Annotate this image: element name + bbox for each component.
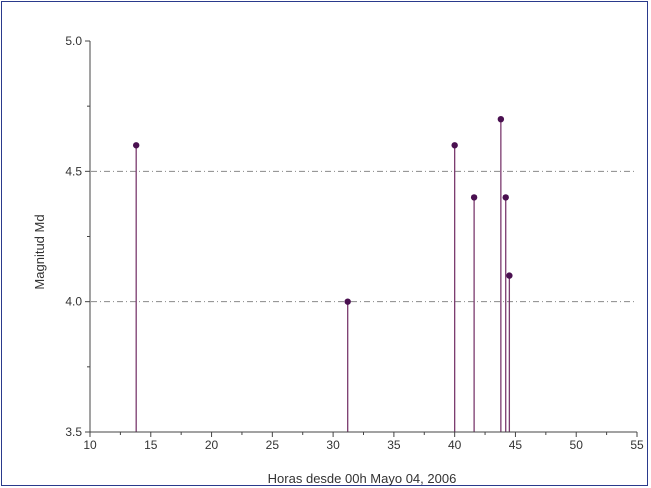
x-tick-label: 30 xyxy=(326,438,340,452)
y-tick-label: 4.0 xyxy=(65,295,82,309)
y-tick-label: 4.5 xyxy=(65,164,82,178)
data-point xyxy=(451,142,458,149)
data-point xyxy=(132,142,140,149)
markers xyxy=(132,116,513,305)
data-point xyxy=(502,194,509,201)
reference-lines xyxy=(91,170,637,303)
data-point xyxy=(497,116,505,123)
data-point xyxy=(344,298,351,305)
y-axis-label: Magnitud Md xyxy=(32,214,47,289)
y-tick-label: 5.0 xyxy=(65,34,82,48)
x-tick-label: 25 xyxy=(266,438,280,452)
tick-labels: 10 15 20 25 30 35 40 45 50 55 3.5 4.0 4.5 5.0 xyxy=(65,34,644,452)
x-tick-label: 35 xyxy=(387,438,401,452)
x-tick-label: 15 xyxy=(144,438,158,452)
stems xyxy=(135,119,511,432)
x-tick-label: 10 xyxy=(83,438,97,452)
axes xyxy=(85,40,638,437)
x-tick-label: 50 xyxy=(570,438,584,452)
x-tick-label: 55 xyxy=(630,438,644,452)
data-point xyxy=(470,194,478,201)
x-tick-label: 40 xyxy=(448,438,462,452)
x-tick-label: 45 xyxy=(509,438,523,452)
y-tick-label: 3.5 xyxy=(65,425,82,439)
data-point xyxy=(506,272,513,279)
x-axis-label: Horas desde 00h Mayo 04, 2006 xyxy=(268,471,457,486)
x-tick-label: 20 xyxy=(205,438,219,452)
